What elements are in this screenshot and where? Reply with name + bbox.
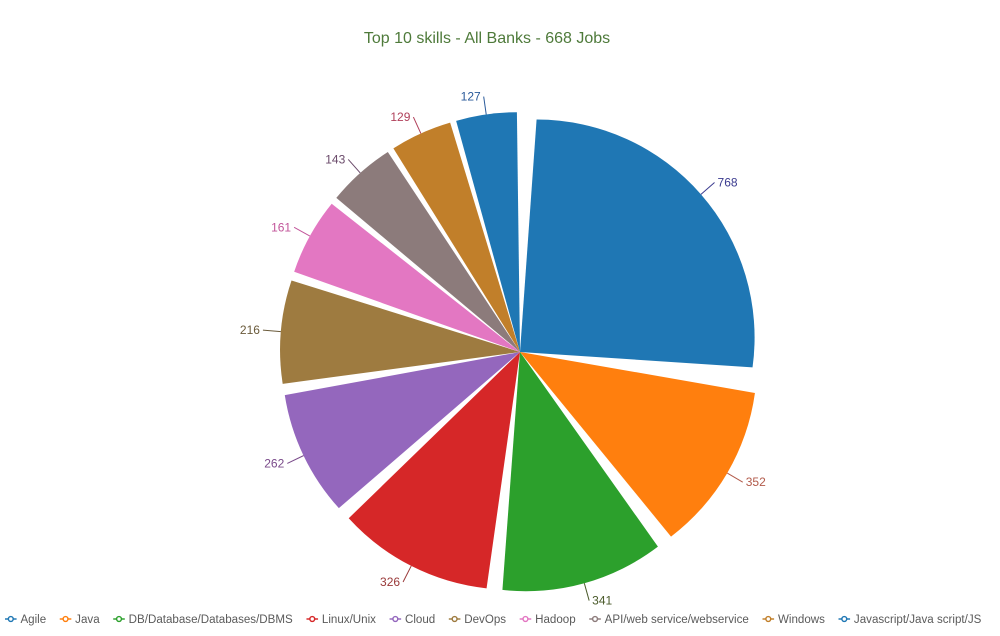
pie-slice-javascript-java-script-js[interactable] (456, 112, 520, 352)
legend-marker-icon (115, 615, 123, 623)
legend-label: DevOps (464, 614, 506, 626)
value-label-windows: 129 (390, 110, 410, 124)
legend-marker-icon (591, 615, 599, 623)
legend: Agile Java DB/Database/Databases/DBMS Linux… (5, 614, 982, 626)
leader-line-cloud (287, 455, 304, 464)
legend-item-windows[interactable]: Windows (762, 614, 826, 626)
pie-slice-devops[interactable] (280, 280, 520, 384)
legend-label: Javascript/Java script/JS (854, 614, 982, 626)
value-label-linux-unix: 326 (380, 575, 400, 589)
legend-label: Java (75, 614, 100, 626)
value-label-db-database-databases-dbms: 341 (592, 594, 612, 608)
pie-slice-windows[interactable] (393, 122, 520, 352)
legend-label: Agile (20, 614, 46, 626)
legend-label: DB/Database/Databases/DBMS (129, 614, 293, 626)
legend-item-agile[interactable]: Agile (5, 614, 46, 626)
pie-slice-agile[interactable] (520, 119, 755, 368)
pie-slice-java[interactable] (520, 352, 755, 537)
legend-item-api-web-service-webservice[interactable]: API/web service/webservice (589, 614, 749, 626)
legend-marker-icon (522, 615, 529, 623)
leader-line-linux-unix (402, 565, 412, 583)
legend-item-javascript-java-script-js[interactable]: Javascript/Java script/JS (838, 614, 982, 626)
legend-marker-icon (62, 615, 69, 623)
legend-marker-icon (451, 615, 458, 623)
legend-label: API/web service/webservice (605, 614, 749, 626)
legend-label: Hadoop (535, 614, 576, 626)
legend-item-devops[interactable]: DevOps (448, 614, 506, 626)
chart-title: Top 10 skills - All Banks - 668 Jobs (364, 30, 610, 47)
pie-slice-labels: 768 352 341 326 262 216 161 143 129 127 (240, 90, 766, 608)
leader-line-agile (700, 182, 715, 195)
value-label-devops: 216 (240, 323, 260, 337)
legend-marker-icon (7, 615, 14, 623)
legend-item-linux-unix[interactable]: Linux/Unix (306, 614, 376, 626)
pie-slice-api-web-service-webservice[interactable] (336, 151, 520, 352)
legend-marker-icon (841, 615, 848, 623)
legend-item-hadoop[interactable]: Hadoop (519, 614, 576, 626)
leader-line-java (726, 472, 744, 483)
leader-line-hadoop (293, 226, 311, 237)
leader-line-javascript-java-script-js (483, 96, 487, 115)
legend-label: Windows (778, 614, 825, 626)
leader-line-devops (262, 329, 281, 333)
value-label-javascript-java-script-js: 127 (461, 90, 481, 104)
pie-slice-db-database-databases-dbms[interactable] (502, 352, 658, 592)
pie-slice-linux-unix[interactable] (348, 352, 520, 589)
legend-label: Cloud (405, 614, 435, 626)
legend-item-db-database-databases-dbms[interactable]: DB/Database/Databases/DBMS (113, 614, 293, 626)
value-label-cloud: 262 (264, 456, 284, 470)
legend-marker-icon (765, 615, 772, 623)
legend-label: Linux/Unix (322, 614, 376, 626)
value-label-agile: 768 (718, 176, 738, 190)
pie-slices (280, 112, 755, 592)
value-label-hadoop: 161 (271, 220, 291, 234)
leader-line-windows (412, 116, 422, 134)
leader-line-api-web-service-webservice (347, 159, 361, 174)
legend-marker-icon (392, 615, 399, 623)
value-label-java: 352 (746, 475, 766, 489)
value-label-api-web-service-webservice: 143 (325, 152, 345, 166)
leader-line-db-database-databases-dbms (583, 583, 590, 601)
pie-slice-hadoop[interactable] (294, 203, 520, 352)
legend-item-cloud[interactable]: Cloud (389, 614, 436, 626)
pie-slice-cloud[interactable] (284, 352, 520, 509)
legend-marker-icon (309, 615, 316, 623)
legend-item-java[interactable]: Java (59, 614, 100, 626)
